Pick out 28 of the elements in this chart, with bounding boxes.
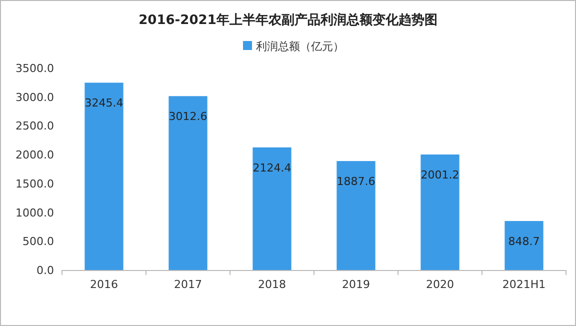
data-label: 3245.4 (84, 96, 124, 110)
bar (84, 82, 124, 270)
bar (252, 147, 292, 270)
x-tick-label: 2019 (342, 278, 370, 291)
legend-label: 利润总额（亿元） (256, 40, 344, 53)
data-label: 2001.2 (420, 168, 460, 182)
y-tick-label: 500.0 (22, 235, 54, 248)
y-tick-label: 3000.0 (16, 90, 54, 104)
bar (420, 154, 460, 270)
y-tick-label: 3500.0 (16, 62, 54, 75)
bar (504, 221, 544, 270)
bar (336, 161, 376, 270)
bar (168, 96, 208, 270)
x-tick-label: 2017 (174, 278, 202, 291)
data-label: 1887.6 (336, 175, 376, 188)
y-tick-label: 1000.0 (16, 206, 54, 220)
y-tick-label: 2000.0 (16, 148, 54, 162)
data-label: 3012.6 (168, 110, 208, 124)
x-tick-label: 2020 (426, 278, 454, 291)
x-tick-label: 2016 (90, 278, 118, 291)
chart-title: 2016-2021年上半年农副产品利润总额变化趋势图 (138, 12, 438, 28)
data-label: 848.7 (508, 235, 540, 248)
y-tick-label: 0.0 (36, 264, 54, 277)
x-tick-label: 2021H1 (502, 278, 546, 291)
y-tick-label: 1500.0 (16, 177, 54, 190)
y-tick-label: 2500.0 (16, 120, 54, 133)
data-label: 2124.4 (252, 161, 292, 174)
x-tick-label: 2018 (258, 278, 286, 291)
